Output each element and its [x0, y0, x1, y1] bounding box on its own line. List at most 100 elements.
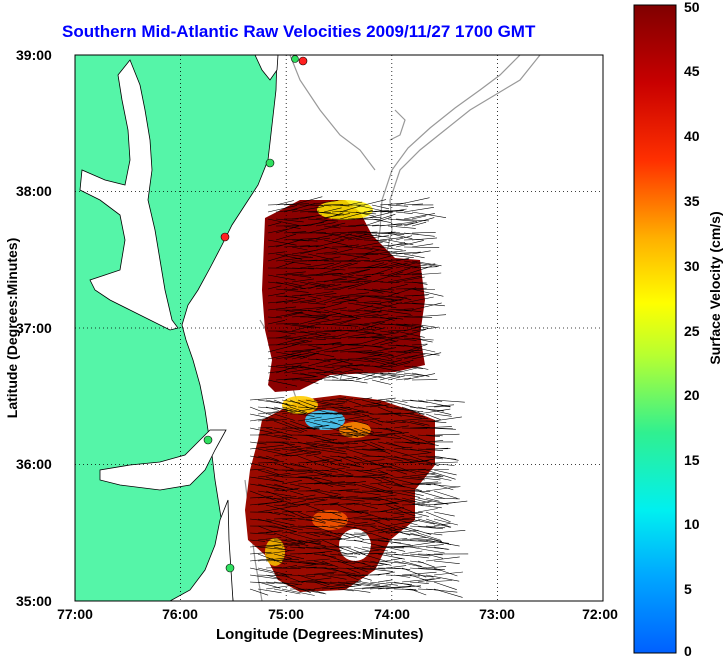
velocity-arrow	[313, 581, 330, 588]
velocity-arrow	[363, 344, 391, 350]
velocity-arrow	[353, 546, 371, 552]
velocity-arrow	[385, 399, 418, 409]
velocity-arrow	[401, 472, 436, 478]
velocity-arrow	[363, 199, 387, 206]
velocity-arrow	[273, 525, 298, 533]
velocity-arrow	[265, 574, 280, 579]
velocity-arrow	[387, 218, 418, 222]
velocity-arrow	[329, 410, 363, 415]
velocity-arrow	[339, 332, 375, 339]
velocity-arrow	[433, 455, 459, 461]
velocity-arrow	[371, 250, 406, 255]
velocity-arrow	[377, 507, 405, 513]
velocity-arrow	[249, 441, 267, 445]
velocity-arrow	[265, 461, 284, 464]
velocity-arrow	[267, 365, 297, 370]
velocity-arrow	[385, 585, 421, 590]
velocity-arrow	[323, 329, 342, 332]
velocity-arrow	[371, 218, 391, 223]
velocity-arrow	[315, 330, 336, 332]
velocity-arrow	[385, 581, 413, 585]
velocity-arrow	[289, 546, 306, 549]
velocity-arrow	[387, 329, 409, 332]
velocity-arrow	[433, 476, 452, 481]
velocity-arrow	[417, 574, 434, 578]
velocity-arrow	[275, 281, 306, 290]
velocity-arrow	[305, 588, 325, 594]
velocity-arrow	[281, 581, 311, 593]
velocity-arrow	[353, 539, 385, 548]
velocity-arrow	[425, 553, 443, 559]
velocity-arrow	[417, 567, 445, 570]
velocity-arrow	[257, 518, 290, 528]
velocity-arrow	[267, 205, 298, 213]
velocity-arrow	[433, 588, 463, 598]
velocity-arrow	[417, 469, 449, 471]
velocity-arrow	[265, 427, 293, 436]
velocity-arrow	[307, 220, 328, 227]
velocity-arrow	[393, 539, 428, 542]
velocity-arrow	[353, 490, 381, 496]
velocity-arrow	[395, 329, 427, 339]
velocity-arrow	[321, 546, 349, 555]
velocity-arrow	[409, 546, 445, 554]
velocity-arrow	[377, 579, 393, 583]
velocity-arrow	[307, 284, 321, 290]
velocity-arrow	[347, 216, 382, 220]
velocity-arrow	[337, 567, 374, 570]
velocity-arrow	[353, 402, 382, 408]
velocity-arrow	[387, 242, 406, 248]
velocity-arrow	[345, 419, 364, 422]
velocity-arrow	[361, 504, 378, 509]
velocity-arrow	[307, 344, 322, 349]
velocity-arrow	[307, 234, 333, 241]
velocity-arrow	[315, 373, 347, 381]
velocity-arrow	[321, 441, 344, 445]
velocity-arrow	[401, 578, 435, 583]
velocity-arrow	[347, 224, 365, 227]
velocity-arrow	[313, 434, 335, 441]
velocity-arrow	[409, 539, 434, 541]
velocity-arrow	[353, 523, 376, 527]
velocity-arrow	[377, 571, 396, 576]
velocity-arrow	[355, 305, 374, 311]
velocity-arrow	[417, 553, 443, 556]
velocity-arrow	[345, 431, 368, 436]
velocity-arrow	[331, 222, 346, 227]
velocity-arrow	[425, 420, 447, 423]
velocity-arrow	[273, 427, 302, 433]
velocity-arrow	[393, 525, 419, 533]
velocity-arrow	[267, 292, 286, 297]
velocity-arrow	[345, 588, 371, 593]
velocity-arrow	[321, 560, 339, 568]
velocity-arrow	[417, 426, 452, 429]
velocity-arrow	[267, 379, 298, 387]
velocity-arrow	[411, 243, 434, 248]
velocity-arrow	[283, 353, 302, 360]
velocity-arrow	[323, 350, 339, 353]
velocity-arrow	[409, 500, 433, 506]
velocity-arrow	[345, 406, 374, 415]
velocity-arrow	[385, 432, 409, 436]
velocity-arrow	[393, 553, 429, 559]
velocity-arrow	[385, 531, 403, 534]
velocity-arrow	[267, 306, 297, 311]
velocity-arrow	[411, 343, 428, 346]
velocity-arrow	[345, 490, 363, 494]
velocity-arrow	[363, 249, 380, 255]
velocity-arrow	[283, 245, 311, 248]
velocity-arrow	[377, 455, 404, 462]
velocity-arrow	[385, 413, 415, 415]
velocity-arrow	[297, 416, 322, 422]
velocity-arrow	[361, 538, 388, 541]
velocity-arrow	[433, 500, 468, 506]
velocity-arrow	[299, 245, 319, 248]
velocity-arrow	[353, 517, 388, 520]
velocity-arrow	[411, 237, 438, 241]
velocity-arrow	[273, 581, 302, 585]
velocity-arrow	[363, 351, 395, 357]
velocity-arrow	[329, 532, 366, 536]
velocity-arrow	[305, 453, 321, 457]
velocity-arrow	[353, 483, 380, 491]
velocity-arrow	[371, 295, 402, 301]
